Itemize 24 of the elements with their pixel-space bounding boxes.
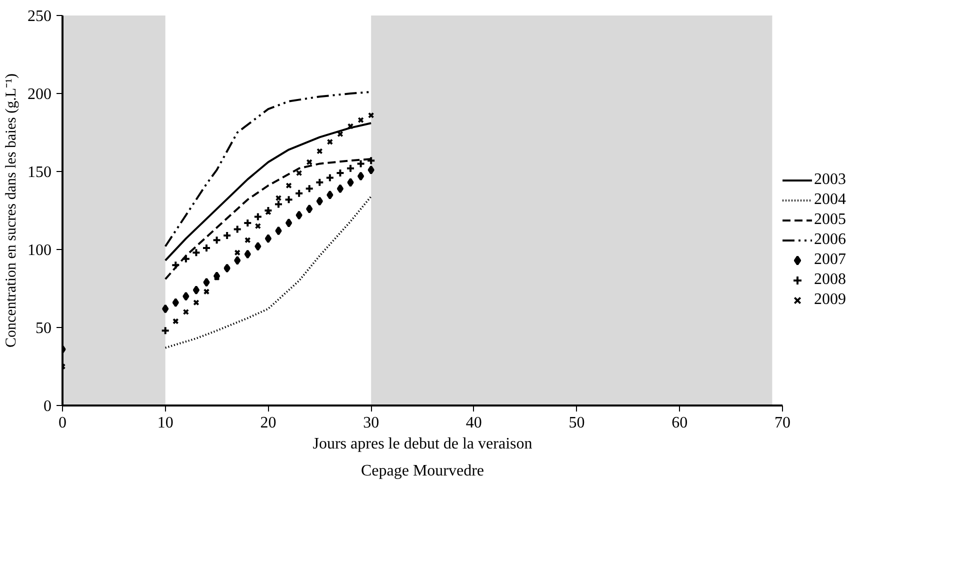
y-tick-label: 50 [36,320,52,337]
x-tick-label: 30 [363,414,380,432]
x-tick-label: 0 [58,414,66,432]
legend-label: 2003 [814,171,846,189]
y-tick-label: 200 [28,86,52,103]
y-tick-label: 150 [28,164,52,181]
legend-label: 2008 [814,271,846,289]
y-axis-title: Concentration en sucres dans les baies (g.L⁻¹) [4,73,20,348]
x-axis-title: Jours apres le debut de la veraison [312,436,532,452]
x-tick-label: 50 [568,414,585,432]
legend-label: 2004 [814,191,846,209]
legend-label: 2006 [814,231,846,249]
legend-label: 2009 [814,291,846,309]
text: Cepage Mourvedre [360,462,484,480]
y-tick-label: 100 [28,242,52,259]
x-tick-label: 70 [774,414,790,432]
x-tick-label: 10 [157,414,174,432]
legend-label: 2005 [814,211,846,229]
x-tick-label: 60 [672,414,688,432]
x-tick-label: 20 [260,414,276,432]
legend-label: 2007 [814,251,846,269]
x-tick-label: 40 [466,414,482,432]
y-tick-label: 0 [44,398,52,415]
y-tick-label: 250 [28,8,52,25]
